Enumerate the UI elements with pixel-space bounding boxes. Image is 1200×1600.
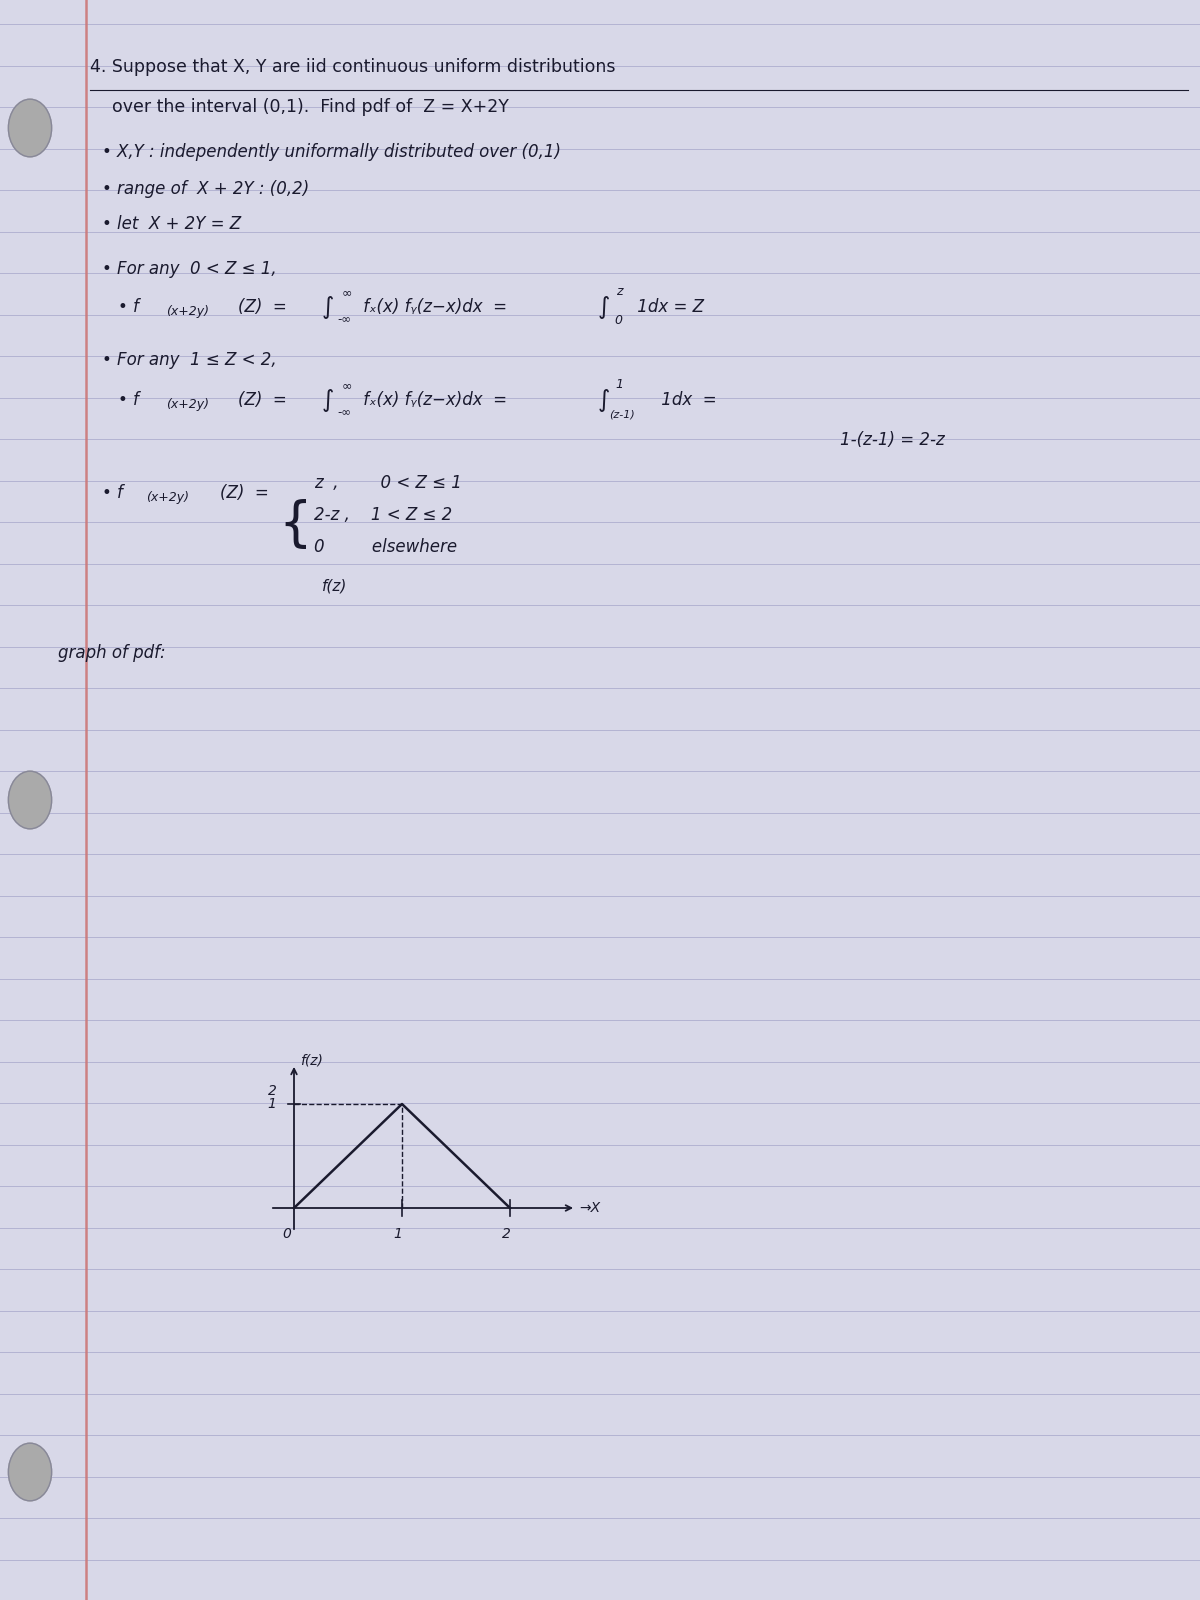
Text: (Z)  =: (Z) = xyxy=(238,390,296,410)
Text: • For any  1 ≤ Z < 2,: • For any 1 ≤ Z < 2, xyxy=(102,350,277,370)
Circle shape xyxy=(8,1443,52,1501)
Text: • let  X + 2Y = Z: • let X + 2Y = Z xyxy=(102,214,241,234)
Text: -∞: -∞ xyxy=(337,406,352,419)
Text: f(z): f(z) xyxy=(322,578,347,594)
Text: 1dx  =: 1dx = xyxy=(656,390,718,410)
Text: ∫: ∫ xyxy=(322,294,334,318)
Text: fₓ(x) fᵧ(z−x)dx  =: fₓ(x) fᵧ(z−x)dx = xyxy=(358,298,517,317)
Text: (Z)  =: (Z) = xyxy=(238,298,296,317)
Text: 0: 0 xyxy=(614,314,623,326)
Text: (z-1): (z-1) xyxy=(610,410,635,419)
Text: {: { xyxy=(278,499,312,550)
Circle shape xyxy=(8,771,52,829)
Text: f(z): f(z) xyxy=(300,1054,323,1067)
Text: 1dx = Z: 1dx = Z xyxy=(632,298,704,317)
Text: • X,Y : independently uniformally distributed over (0,1): • X,Y : independently uniformally distri… xyxy=(102,142,562,162)
Text: 1: 1 xyxy=(268,1098,276,1110)
Text: graph of pdf:: graph of pdf: xyxy=(58,643,166,662)
Text: (x+2y): (x+2y) xyxy=(166,398,209,411)
Text: • f: • f xyxy=(102,483,122,502)
Text: (Z)  =: (Z) = xyxy=(220,483,269,502)
Text: 2-z ,    1 < Z ≤ 2: 2-z , 1 < Z ≤ 2 xyxy=(314,506,452,525)
Text: over the interval (0,1).  Find pdf of  Z = X+2Y: over the interval (0,1). Find pdf of Z =… xyxy=(112,98,509,117)
Text: • range of  X + 2Y : (0,2): • range of X + 2Y : (0,2) xyxy=(102,179,310,198)
Text: ∞: ∞ xyxy=(342,379,353,392)
Text: z: z xyxy=(616,285,622,298)
Text: 2: 2 xyxy=(502,1227,510,1240)
Text: -∞: -∞ xyxy=(337,314,352,326)
Text: 1: 1 xyxy=(394,1227,402,1240)
Text: 4. Suppose that X, Y are iid continuous uniform distributions: 4. Suppose that X, Y are iid continuous … xyxy=(90,58,616,77)
Text: • f: • f xyxy=(118,390,138,410)
Text: (x+2y): (x+2y) xyxy=(166,306,209,318)
Text: 2: 2 xyxy=(268,1085,276,1098)
Text: • For any  0 < Z ≤ 1,: • For any 0 < Z ≤ 1, xyxy=(102,259,277,278)
Text: • f: • f xyxy=(118,298,138,317)
Text: 1: 1 xyxy=(616,378,624,390)
Text: 0         elsewhere: 0 elsewhere xyxy=(314,538,457,557)
Text: 0: 0 xyxy=(282,1227,290,1240)
Text: →X: →X xyxy=(580,1202,601,1214)
Text: ∫: ∫ xyxy=(598,294,610,318)
Text: 1-(z-1) = 2-z: 1-(z-1) = 2-z xyxy=(840,430,944,450)
Text: z  ,        0 < Z ≤ 1: z , 0 < Z ≤ 1 xyxy=(314,474,462,493)
Circle shape xyxy=(8,99,52,157)
Text: ∫: ∫ xyxy=(598,387,610,411)
Text: ∞: ∞ xyxy=(342,286,353,299)
Text: fₓ(x) fᵧ(z−x)dx  =: fₓ(x) fᵧ(z−x)dx = xyxy=(358,390,517,410)
Text: ∫: ∫ xyxy=(322,387,334,411)
Text: (x+2y): (x+2y) xyxy=(146,491,190,504)
